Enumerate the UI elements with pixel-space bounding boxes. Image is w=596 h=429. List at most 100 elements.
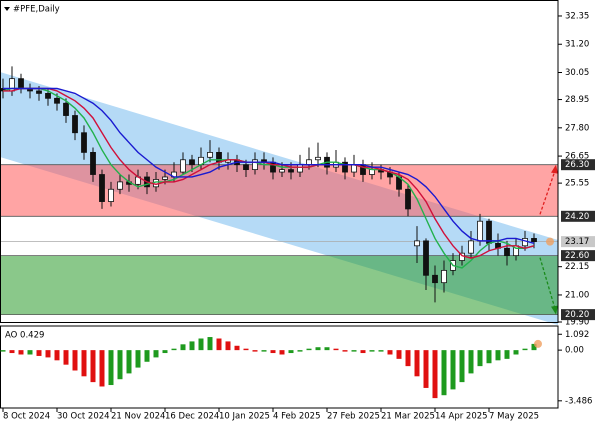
ao-bar: [99, 350, 105, 387]
main-frame: [0, 0, 559, 323]
ao-bar: [234, 345, 240, 351]
x-tick-label: 8 Oct 2024: [3, 412, 50, 422]
ao-bar: [297, 350, 303, 352]
candle-body: [342, 161, 348, 173]
moving-average: [3, 87, 535, 259]
ao-bar: [180, 344, 186, 351]
candle-body: [153, 179, 159, 188]
ao-bar: [153, 350, 159, 358]
y-tick-label: 25.55: [565, 179, 589, 189]
y-tick-label: 31.20: [565, 40, 589, 50]
ao-bar: [162, 350, 168, 354]
candle-body: [54, 97, 60, 104]
level-label: 20.20: [565, 310, 589, 320]
candle-body: [207, 151, 213, 158]
candle-body: [531, 238, 537, 243]
ao-bar: [306, 348, 312, 351]
y-tick-label: 22.15: [565, 262, 589, 272]
x-tick-label: 7 May 2025: [489, 412, 539, 422]
candle-body: [414, 240, 420, 247]
ao-bar: [369, 350, 375, 352]
candle-body: [477, 220, 483, 242]
current-label-box: [561, 236, 595, 248]
title-triangle: [4, 7, 10, 11]
candle-body: [369, 169, 375, 175]
ao-bar: [252, 350, 258, 352]
ao-bar: [360, 350, 366, 354]
ao-bar: [531, 343, 537, 351]
ao-bar: [171, 348, 177, 351]
ao-bar: [144, 350, 150, 362]
y-tick-label: 30.05: [565, 68, 589, 78]
ao-bar: [288, 350, 294, 354]
ao-bar: [54, 350, 60, 361]
ao-bar: [504, 350, 510, 359]
candle-body: [468, 240, 474, 254]
level-label: 26.30: [565, 160, 589, 170]
candle-body: [189, 159, 195, 166]
y-tick-label: 21.00: [565, 290, 589, 300]
level-label-box: [561, 309, 595, 321]
candle-body: [72, 115, 78, 134]
ao-bar: [27, 350, 33, 355]
ao-bar: [207, 337, 213, 351]
candle-body: [99, 174, 105, 202]
candle-body: [216, 151, 222, 163]
ao-bar: [396, 350, 402, 359]
ao-bar: [486, 350, 492, 364]
x-tick-label: 16 Dec 2024: [165, 412, 219, 422]
ao-bar: [117, 350, 123, 380]
ao-bar: [261, 350, 267, 352]
candle-body: [441, 269, 447, 284]
y-tick-label: 19.90: [565, 318, 589, 328]
candle-body: [423, 240, 429, 276]
zone: [0, 164, 558, 217]
ao-bar: [351, 350, 357, 352]
candle-body: [180, 159, 186, 173]
ao-bar: [495, 350, 501, 361]
candle-body: [252, 159, 258, 171]
candle-body: [18, 78, 24, 89]
ao-bar: [450, 350, 456, 390]
ao-bar: [0, 350, 6, 352]
ao-bar: [63, 350, 69, 365]
candle-body: [297, 164, 303, 173]
candle-body: [45, 93, 51, 99]
ao-bar: [18, 350, 24, 355]
ao-bar: [270, 350, 276, 354]
candle-body: [90, 151, 96, 175]
ao-bar: [108, 350, 114, 386]
ao-bar: [81, 350, 87, 377]
ao-bar: [522, 348, 528, 351]
ao-bar: [279, 350, 285, 355]
x-tick-label: 4 Feb 2025: [273, 412, 321, 422]
level-label-box: [561, 250, 595, 262]
ao-bar: [198, 338, 204, 351]
candle-body: [504, 247, 510, 257]
x-tick-label: 10 Jan 2025: [219, 412, 270, 422]
level-label: 22.60: [565, 251, 589, 261]
arrow-up-head: [551, 164, 558, 174]
ao-bar: [315, 347, 321, 351]
chart-title: #PFE,Daily: [13, 5, 60, 15]
level-label-box: [561, 210, 595, 222]
x-tick-label: 27 Feb 2025: [327, 412, 380, 422]
candle-body: [405, 188, 411, 210]
arrow-down-head: [551, 305, 558, 315]
ao-bar: [378, 350, 384, 352]
ao-bar: [45, 350, 51, 358]
ao-bar: [243, 348, 249, 351]
level-label-box: [561, 159, 595, 171]
candle-body: [162, 176, 168, 180]
ao-bar: [441, 350, 447, 396]
candle-body: [36, 90, 42, 94]
moving-average: [3, 87, 535, 245]
level-label: 24.20: [565, 212, 589, 222]
candle-body: [315, 156, 321, 161]
ao-bar: [189, 341, 195, 351]
ao-bar: [405, 350, 411, 367]
price-marker: [546, 237, 554, 246]
candle-body: [432, 274, 438, 284]
ao-bar: [423, 350, 429, 388]
candle-body: [288, 169, 294, 173]
